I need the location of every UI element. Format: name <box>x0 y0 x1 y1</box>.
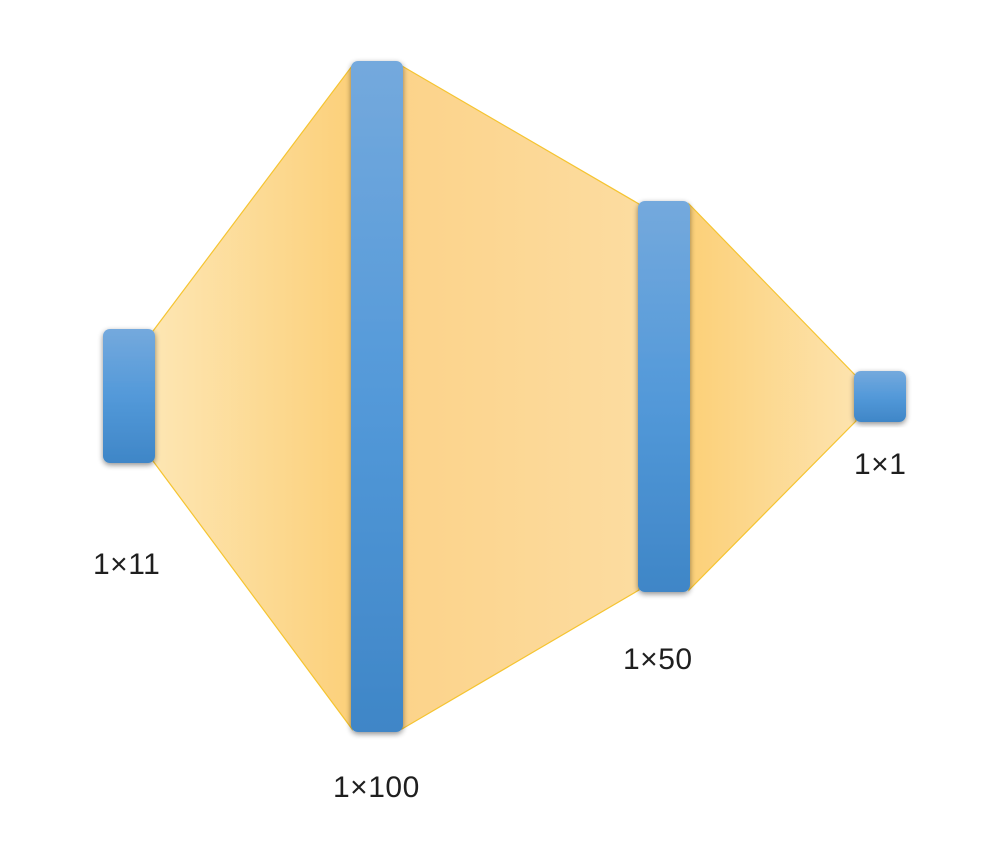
connection-fan-input-hidden1 <box>152 64 353 731</box>
layer-bar-output <box>854 371 906 422</box>
layer-label-output: 1×1 <box>854 448 907 481</box>
layer-label-hidden1: 1×100 <box>333 771 420 804</box>
layer-label-hidden2: 1×50 <box>623 643 693 676</box>
layer-label-input: 1×11 <box>93 548 161 581</box>
layer-bar-hidden1 <box>351 61 403 732</box>
layer-bar-input <box>103 329 155 463</box>
connection-fan-hidden1-hidden2 <box>401 64 640 731</box>
layer-bar-hidden2 <box>638 201 690 592</box>
connection-fan-hidden2-output <box>688 202 857 592</box>
